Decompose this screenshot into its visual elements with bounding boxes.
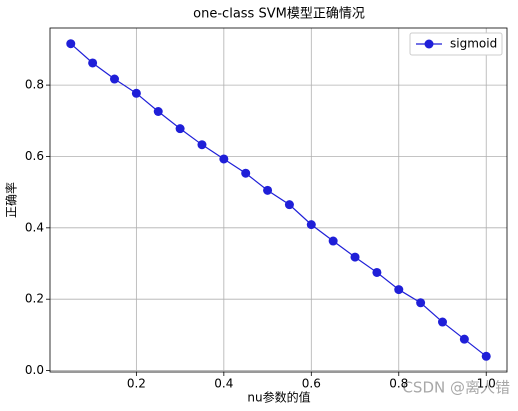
watermark: CSDN @离人错 [402,379,510,397]
point [88,58,98,68]
point [328,236,338,246]
point [416,298,426,308]
y-tick-label: 0.0 [25,363,44,377]
legend-marker [424,39,434,49]
point [437,317,447,327]
legend-label: sigmoid [450,37,497,51]
point [394,285,404,295]
point [66,39,76,49]
point [284,200,294,210]
point [481,351,491,361]
point [241,168,251,178]
point [131,88,141,98]
point [372,267,382,277]
y-tick-label: 0.2 [25,292,44,306]
x-tick-label: 1.0 [477,377,496,391]
point [110,74,120,84]
x-tick-label: 0.8 [389,377,408,391]
x-tick-label: 0.4 [214,377,233,391]
y-axis-label: 正确率 [4,182,19,218]
chart-title: one-class SVM模型正确情况 [193,7,365,22]
point [350,252,360,262]
x-tick-label: 0.2 [127,377,146,391]
legend-box [409,32,503,56]
x-axis-label: nu参数的值 [247,390,310,405]
point [197,140,207,150]
point [263,185,273,195]
plot-frame [49,27,508,373]
point [175,124,185,134]
y-tick-label: 0.8 [25,78,44,92]
y-tick-label: 0.4 [25,220,44,234]
y-tick-label: 0.6 [25,149,44,163]
point [459,334,469,344]
point [219,154,229,164]
x-tick-label: 0.6 [302,377,321,391]
point [153,107,163,117]
point [306,220,316,230]
